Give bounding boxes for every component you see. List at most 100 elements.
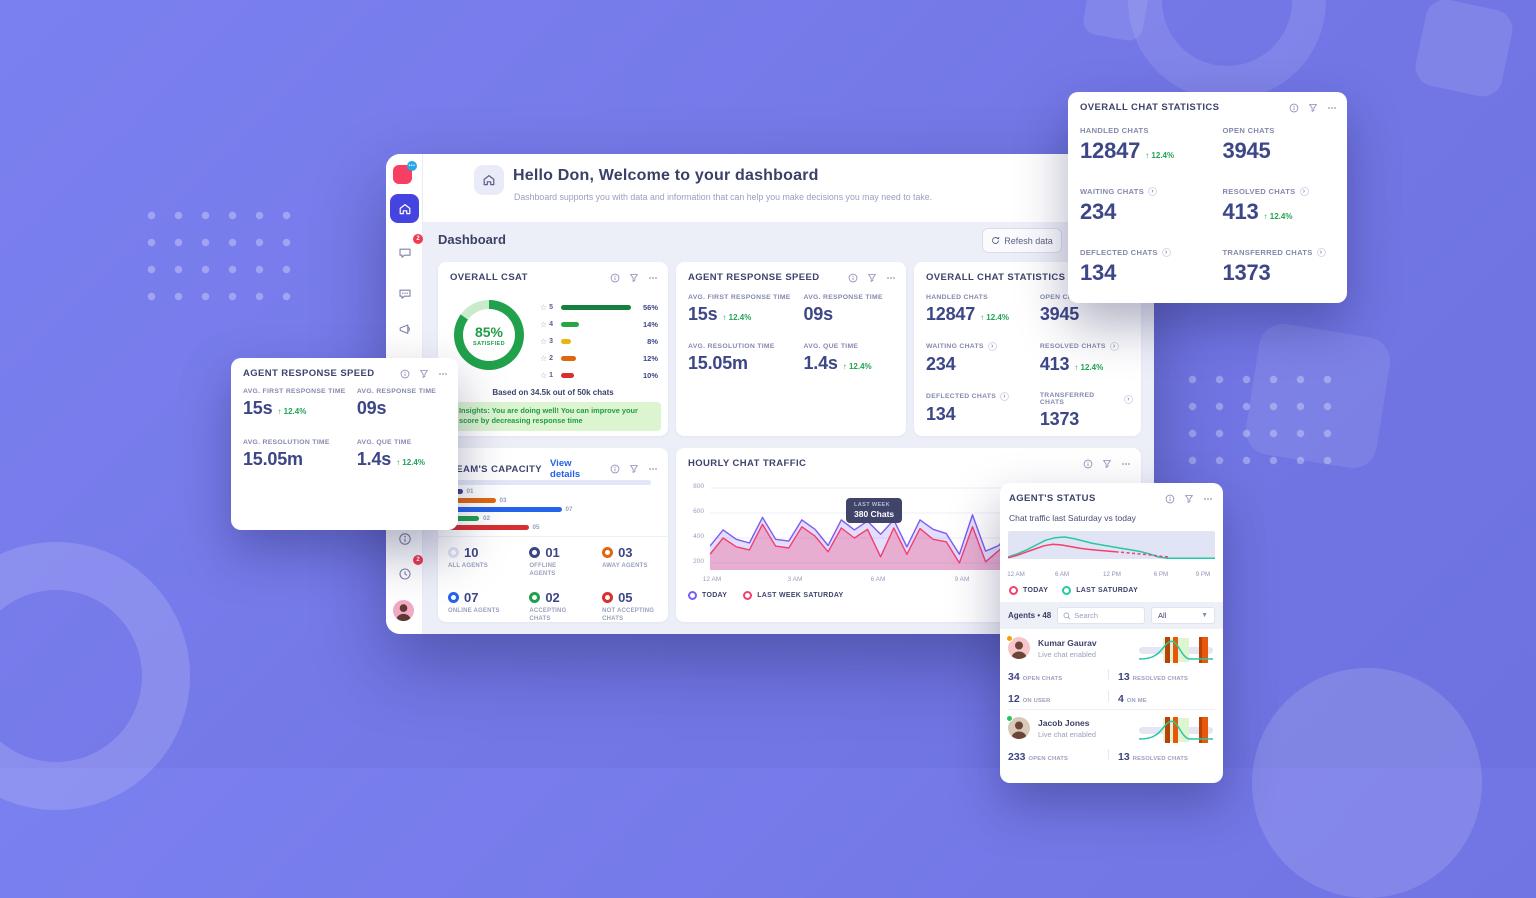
status-ring-icon — [529, 592, 541, 604]
info-icon[interactable] — [610, 464, 620, 474]
rating-percent: 56% — [642, 303, 658, 312]
metric-delta: ↑ 12.4% — [842, 362, 872, 371]
stat-label: ACCEPTING CHATS — [529, 608, 567, 623]
filter-funnel-icon[interactable] — [419, 369, 429, 379]
card-title: HOURLY CHAT TRAFFIC — [688, 458, 807, 469]
capacity-bar-row: 03 — [446, 496, 660, 505]
capacity-bar-row: 05 — [446, 523, 660, 532]
chevron-right-icon[interactable]: › — [1000, 392, 1010, 401]
more-options-icon[interactable] — [1327, 103, 1337, 113]
filter-funnel-icon[interactable] — [629, 273, 639, 283]
capacity-bar — [446, 516, 479, 521]
metric-value: 1.4s — [803, 353, 838, 373]
info-icon[interactable] — [610, 273, 620, 283]
chevron-right-icon[interactable]: › — [1148, 187, 1158, 196]
metric: HANDLED CHATS 12847 ↑ 12.4% — [1080, 126, 1222, 164]
sidebar-item-messages[interactable] — [390, 279, 419, 308]
metric-label: AVG. RESOLUTION TIME — [688, 343, 775, 350]
app-logo[interactable]: ••• — [393, 161, 417, 184]
stat-value: 233 — [1008, 751, 1026, 763]
filter-funnel-icon[interactable] — [1184, 494, 1194, 504]
agent-sparkline — [1138, 717, 1213, 743]
filter-funnel-icon[interactable] — [1308, 103, 1318, 113]
metric-delta: ↑ 12.4% — [1074, 363, 1104, 372]
agent-name: Jacob Jones — [1038, 718, 1090, 728]
more-options-icon[interactable] — [438, 369, 448, 379]
card-actions[interactable] — [1083, 459, 1131, 469]
metric-label: RESOLVED CHATS › — [1040, 342, 1133, 351]
info-icon[interactable] — [400, 369, 410, 379]
filter-funnel-icon[interactable] — [1102, 459, 1112, 469]
chevron-right-icon[interactable]: › — [1299, 187, 1309, 196]
chevron-right-icon[interactable]: › — [1161, 248, 1171, 257]
metric: WAITING CHATS › 234 — [926, 342, 1040, 375]
stat-label: ALL AGENTS — [448, 563, 489, 569]
window-header: Hello Don, Welcome to your dashboard Das… — [423, 154, 1154, 222]
agents-filter-bar: Agents • 48 All▼ — [1000, 602, 1223, 629]
view-details-link[interactable]: View details — [550, 458, 581, 480]
star-icon: ☆ — [540, 371, 548, 380]
search-box[interactable] — [1057, 607, 1145, 624]
capacity-bar-chart: 01 03 07 02 05 — [446, 478, 660, 532]
search-input[interactable] — [1074, 611, 1139, 620]
refresh-data-button[interactable]: Refesh data — [982, 228, 1062, 253]
chevron-right-icon[interactable]: › — [987, 342, 997, 351]
info-icon[interactable] — [1165, 494, 1175, 504]
sidebar-item-chats[interactable]: 2 — [390, 234, 423, 267]
card-actions[interactable] — [610, 464, 658, 474]
metric-value: 12847 — [1080, 138, 1141, 163]
arc-decoration — [0, 542, 190, 810]
more-options-icon[interactable] — [648, 464, 658, 474]
sidebar-item-history[interactable]: 2 — [390, 555, 423, 588]
card-agent-response-speed: AGENT RESPONSE SPEED AVG. FIRST RESPONSE… — [676, 262, 906, 436]
ring-decoration — [1128, 0, 1326, 100]
card-actions[interactable] — [610, 273, 658, 283]
user-avatar[interactable] — [393, 600, 414, 621]
card-actions[interactable] — [848, 273, 896, 283]
agent-stats-row: 233 OPEN CHATS 13 RESOLVED CHATS — [1008, 747, 1215, 765]
agent-sparkline — [1138, 637, 1213, 663]
metric: AVG. RESPONSE TIME 09s — [804, 294, 899, 325]
metric-value-row: 3945 — [1040, 304, 1133, 325]
metric-label: DEFLECTED CHATS › — [1080, 248, 1222, 257]
info-icon[interactable] — [1083, 459, 1093, 469]
rating-bar — [561, 373, 574, 378]
star-icon: ☆ — [540, 303, 548, 312]
sidebar-item-info[interactable] — [390, 524, 419, 553]
chevron-right-icon[interactable]: › — [1316, 248, 1326, 257]
megaphone-icon — [399, 323, 410, 334]
capacity-bar-row: 02 — [446, 514, 660, 523]
more-options-icon[interactable] — [1203, 494, 1213, 504]
chevron-down-icon: ▼ — [1201, 612, 1208, 619]
filter-funnel-icon[interactable] — [867, 273, 877, 283]
capacity-bar — [446, 507, 562, 512]
metric: AVG. FIRST RESPONSE TIME 15s ↑ 12.4% — [688, 294, 804, 325]
more-options-icon[interactable] — [648, 273, 658, 283]
metric-value: 413 — [1222, 199, 1259, 224]
info-icon[interactable] — [1289, 103, 1299, 113]
metric-value-row: 12847 ↑ 12.4% — [926, 304, 1040, 325]
card-actions[interactable] — [1165, 494, 1213, 504]
legend-item: LAST SATURDAY — [1062, 586, 1138, 595]
capacity-stat: 03 AWAY AGENTS — [602, 545, 662, 578]
info-icon[interactable] — [848, 273, 858, 283]
chevron-right-icon[interactable]: › — [1123, 394, 1133, 404]
agent-avatar — [1008, 717, 1030, 739]
stat-label: RESOLVED CHATS — [1132, 676, 1189, 682]
filter-dropdown[interactable]: All ▼ — [1151, 607, 1215, 624]
capacity-bar — [446, 498, 496, 503]
sidebar-item-announcements[interactable] — [390, 314, 419, 343]
stat-value: 05 — [618, 590, 633, 606]
csat-footnote: Based on 34.5k out of 50k chats — [492, 388, 614, 397]
metric-label: WAITING CHATS › — [1080, 187, 1222, 196]
floating-card-agents-status: AGENT'S STATUS Chat traffic last Saturda… — [1000, 483, 1223, 783]
card-actions[interactable] — [400, 369, 448, 379]
card-actions[interactable] — [1289, 103, 1337, 113]
more-options-icon[interactable] — [1121, 459, 1131, 469]
chevron-right-icon[interactable]: › — [1109, 342, 1119, 351]
csat-rating-bars: ☆ 5 56% ☆ 4 14% ☆ 3 8% ☆ 2 12% ☆ 1 10% — [540, 299, 658, 384]
filter-funnel-icon[interactable] — [629, 464, 639, 474]
capacity-bar — [446, 525, 529, 530]
sidebar-item-home[interactable] — [390, 194, 419, 223]
more-options-icon[interactable] — [886, 273, 896, 283]
